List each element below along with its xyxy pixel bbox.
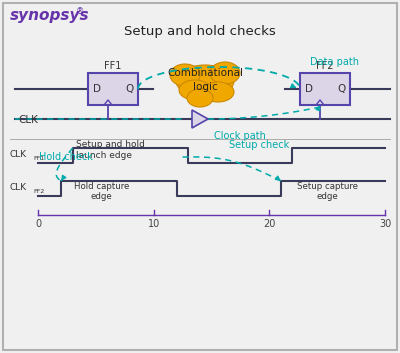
Text: D: D [93,84,101,94]
Text: CLK: CLK [10,183,27,192]
Text: CLK: CLK [10,150,27,159]
Text: Data path: Data path [310,57,359,67]
Text: CLK: CLK [18,115,38,125]
Ellipse shape [187,89,213,107]
Text: 0: 0 [35,219,41,229]
Text: Q: Q [125,84,133,94]
Text: Setup and hold checks: Setup and hold checks [124,25,276,38]
Text: Setup capture
edge: Setup capture edge [297,182,358,202]
Text: FF2: FF2 [33,189,44,194]
Ellipse shape [179,80,211,100]
FancyBboxPatch shape [300,73,350,105]
Ellipse shape [210,62,240,84]
Text: Setup check: Setup check [229,140,289,150]
Text: 10: 10 [148,219,160,229]
Ellipse shape [176,65,234,97]
Polygon shape [192,110,208,128]
Text: FF1: FF1 [33,156,44,161]
Text: FF2: FF2 [316,61,334,71]
Text: Clock path: Clock path [214,131,266,141]
Text: FF1: FF1 [104,61,122,71]
FancyBboxPatch shape [88,73,138,105]
Text: synopsys: synopsys [10,8,90,23]
Text: Hold capture
edge: Hold capture edge [74,182,129,202]
Ellipse shape [170,64,200,86]
Text: Hold check: Hold check [39,152,93,162]
Ellipse shape [202,82,234,102]
Text: Q: Q [337,84,345,94]
Text: Combinational
logic: Combinational logic [167,68,243,91]
Text: ®: ® [76,7,84,16]
Text: 20: 20 [263,219,276,229]
Text: D: D [305,84,313,94]
Text: Setup and hold
launch edge: Setup and hold launch edge [76,140,145,160]
Text: 30: 30 [379,219,391,229]
